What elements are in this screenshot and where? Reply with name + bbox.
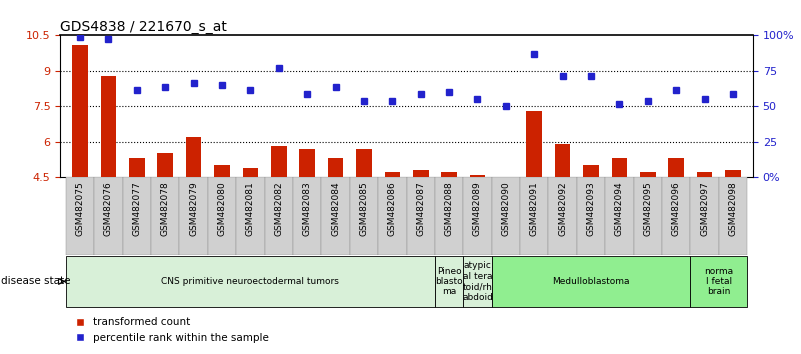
Bar bbox=[469, 175, 485, 177]
Text: GSM482080: GSM482080 bbox=[217, 181, 227, 236]
Bar bbox=[264, 177, 293, 255]
Text: Medulloblastoma: Medulloblastoma bbox=[553, 277, 630, 286]
Bar bbox=[690, 177, 718, 255]
Text: GSM482081: GSM482081 bbox=[246, 181, 255, 236]
Bar bbox=[66, 256, 435, 307]
Text: GSM482087: GSM482087 bbox=[417, 181, 425, 236]
Text: GSM482094: GSM482094 bbox=[615, 181, 624, 235]
Bar bbox=[321, 177, 350, 255]
Bar bbox=[328, 158, 344, 177]
Bar bbox=[583, 165, 599, 177]
Bar bbox=[129, 158, 144, 177]
Text: GSM482082: GSM482082 bbox=[274, 181, 284, 235]
Text: GSM482083: GSM482083 bbox=[303, 181, 312, 236]
Text: GSM482076: GSM482076 bbox=[104, 181, 113, 236]
Text: norma
l fetal
brain: norma l fetal brain bbox=[704, 267, 734, 296]
Bar bbox=[606, 177, 634, 255]
Text: GSM482079: GSM482079 bbox=[189, 181, 198, 236]
Bar bbox=[293, 177, 321, 255]
Text: GSM482075: GSM482075 bbox=[75, 181, 84, 236]
Text: CNS primitive neuroectodermal tumors: CNS primitive neuroectodermal tumors bbox=[161, 277, 340, 286]
Bar bbox=[520, 177, 549, 255]
Bar bbox=[350, 177, 378, 255]
Text: GSM482090: GSM482090 bbox=[501, 181, 510, 236]
Text: GSM482089: GSM482089 bbox=[473, 181, 482, 236]
Text: GSM482078: GSM482078 bbox=[161, 181, 170, 236]
Legend: transformed count, percentile rank within the sample: transformed count, percentile rank withi… bbox=[66, 313, 273, 347]
Bar bbox=[725, 170, 741, 177]
Bar bbox=[463, 177, 492, 255]
Bar bbox=[72, 45, 88, 177]
Bar bbox=[179, 177, 207, 255]
Bar bbox=[186, 137, 201, 177]
Bar bbox=[356, 149, 372, 177]
Text: GSM482086: GSM482086 bbox=[388, 181, 396, 236]
Bar bbox=[718, 177, 747, 255]
Bar bbox=[662, 177, 690, 255]
Bar bbox=[634, 177, 662, 255]
Bar bbox=[300, 149, 315, 177]
Bar bbox=[214, 165, 230, 177]
Bar bbox=[697, 172, 712, 177]
Text: GSM482092: GSM482092 bbox=[558, 181, 567, 235]
Text: GSM482084: GSM482084 bbox=[331, 181, 340, 235]
Text: GSM482085: GSM482085 bbox=[360, 181, 368, 236]
Bar bbox=[243, 167, 258, 177]
Text: disease state: disease state bbox=[1, 276, 70, 286]
Bar bbox=[669, 158, 684, 177]
Bar bbox=[492, 256, 690, 307]
Text: GSM482097: GSM482097 bbox=[700, 181, 709, 236]
Text: GDS4838 / 221670_s_at: GDS4838 / 221670_s_at bbox=[60, 21, 227, 34]
Bar bbox=[151, 177, 179, 255]
Bar bbox=[207, 177, 236, 255]
Bar bbox=[236, 177, 264, 255]
Bar bbox=[577, 177, 606, 255]
Bar bbox=[555, 144, 570, 177]
Bar bbox=[406, 177, 435, 255]
Bar bbox=[66, 177, 95, 255]
Bar bbox=[492, 177, 520, 255]
Bar bbox=[157, 153, 173, 177]
Bar bbox=[435, 177, 463, 255]
Bar bbox=[378, 177, 406, 255]
Bar bbox=[441, 172, 457, 177]
Bar bbox=[271, 146, 287, 177]
Bar bbox=[123, 177, 151, 255]
Bar bbox=[413, 170, 429, 177]
Bar bbox=[95, 177, 123, 255]
Text: GSM482088: GSM482088 bbox=[445, 181, 453, 236]
Text: atypic
al tera
toid/rh
abdoid: atypic al tera toid/rh abdoid bbox=[462, 261, 493, 302]
Bar bbox=[526, 111, 542, 177]
Text: GSM482098: GSM482098 bbox=[729, 181, 738, 236]
Text: GSM482077: GSM482077 bbox=[132, 181, 141, 236]
Bar bbox=[549, 177, 577, 255]
Bar bbox=[690, 256, 747, 307]
Bar bbox=[612, 158, 627, 177]
Bar bbox=[435, 256, 463, 307]
Text: GSM482093: GSM482093 bbox=[586, 181, 596, 236]
Text: GSM482095: GSM482095 bbox=[643, 181, 652, 236]
Text: Pineo
blasto
ma: Pineo blasto ma bbox=[435, 267, 463, 296]
Text: GSM482096: GSM482096 bbox=[672, 181, 681, 236]
Bar bbox=[640, 172, 656, 177]
Bar bbox=[463, 256, 492, 307]
Bar bbox=[384, 172, 400, 177]
Bar bbox=[101, 75, 116, 177]
Bar bbox=[498, 177, 513, 179]
Text: GSM482091: GSM482091 bbox=[529, 181, 539, 236]
